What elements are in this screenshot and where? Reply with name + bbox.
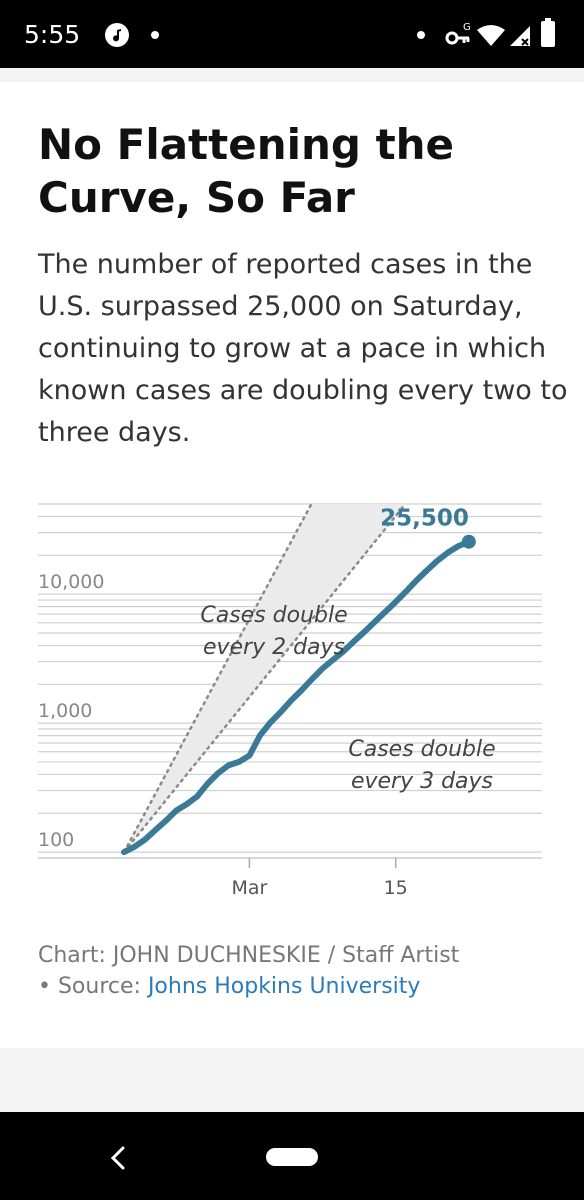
source-link[interactable]: Johns Hopkins University <box>147 974 421 999</box>
y-tick-label: 1,000 <box>38 700 92 722</box>
x-tick-label: 15 <box>384 877 408 899</box>
reference-line-2-days <box>122 502 313 854</box>
reference-label-3-days: every 3 days <box>351 769 493 794</box>
cases-chart: 100 1,000 10,000 Mar 15 Cases double every 2 … <box>38 502 542 899</box>
svg-text:G: G <box>463 22 471 33</box>
last-point-marker <box>461 534 476 549</box>
notification-dot-icon <box>417 31 425 39</box>
series-lines <box>121 534 476 856</box>
reference-line-3-days <box>122 502 407 854</box>
reference-label-3-days: Cases double <box>348 737 495 762</box>
wifi-icon <box>477 25 505 46</box>
status-bar: 5:55 G <box>0 0 584 68</box>
navigation-bar <box>0 1112 584 1200</box>
notification-dot-icon <box>151 31 159 39</box>
x-tick-label: Mar <box>231 877 267 899</box>
home-pill-icon[interactable] <box>266 1148 318 1166</box>
chart-subtitle: The number of reported cases in the U.S.… <box>38 249 568 448</box>
y-tick-label: 10,000 <box>38 571 104 593</box>
music-app-icon <box>105 23 129 47</box>
chart-labels: Cases double every 2 days Cases double ever… <box>200 506 495 794</box>
status-time: 5:55 <box>24 20 81 49</box>
back-chevron-icon[interactable] <box>108 1144 128 1172</box>
credit-author: Chart: JOHN DUCHNESKIE / Staff Artist <box>38 943 460 968</box>
chart-title: No Flattening the Curve, So Far <box>38 120 455 222</box>
vpn-key-icon: G <box>445 22 471 45</box>
axis-ticks: 100 1,000 10,000 Mar 15 <box>38 571 542 899</box>
callout-label: 25,500 <box>380 506 469 532</box>
battery-icon <box>541 18 555 47</box>
reported-cases-line <box>121 538 472 856</box>
y-tick-label: 100 <box>38 829 74 851</box>
chart-credit: Chart: JOHN DUCHNESKIE / Staff Artist • … <box>38 940 558 1002</box>
reference-lines <box>122 502 407 854</box>
credit-source-row: • Source: Johns Hopkins University <box>38 971 558 1002</box>
credit-source-prefix: • Source: <box>38 974 148 999</box>
reference-label-2-days: Cases double <box>200 603 347 628</box>
reference-label-2-days: every 2 days <box>203 635 345 660</box>
signal-icon <box>510 26 530 46</box>
